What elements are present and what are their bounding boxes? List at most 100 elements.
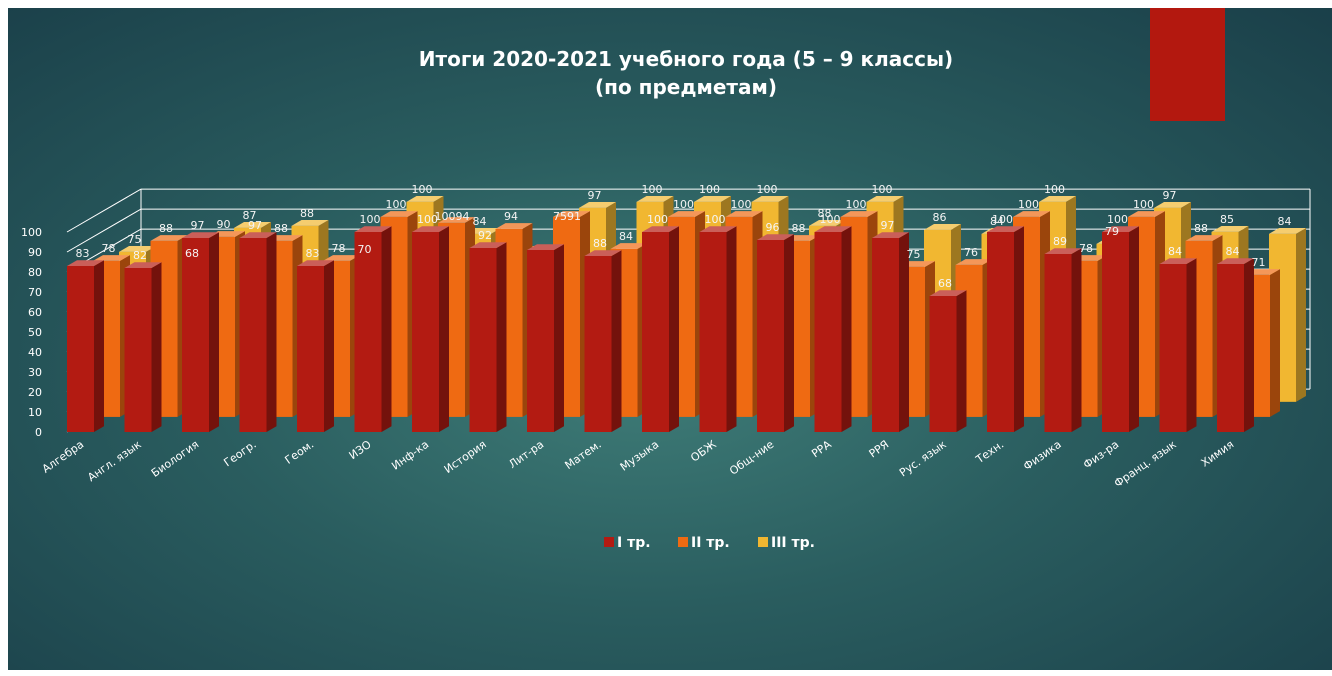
bar-1-3: [182, 232, 219, 432]
value-label: 84: [1168, 245, 1182, 258]
category-label: Физика: [1021, 438, 1064, 473]
category-label: Матем.: [563, 438, 604, 472]
legend-swatch: [604, 537, 614, 547]
value-label: 71: [1252, 256, 1266, 269]
legend: I тр. II тр. III тр.: [604, 535, 815, 551]
y-tick-label: 70: [28, 286, 42, 299]
y-axis-ticks: 0 10 20 30 40 50 60 70 80 90 100: [21, 226, 42, 439]
chart-title-line-1: Итоги 2020-2021 учебного года (5 – 9 кла…: [419, 47, 953, 71]
category-label: Общ-ние: [727, 438, 776, 478]
y-tick-label: 20: [28, 386, 42, 399]
bar-1-21: [1217, 258, 1254, 432]
value-label: 88: [300, 207, 314, 220]
value-label: 82: [133, 249, 147, 262]
value-label: 100: [846, 198, 867, 211]
category-label: Лит-ра: [506, 438, 546, 471]
value-label: 78: [102, 242, 116, 255]
value-label: 100: [705, 213, 726, 226]
bar-1-11: [642, 226, 679, 432]
value-label: 100: [673, 198, 694, 211]
value-label: 7591: [553, 210, 581, 223]
value-label: 100: [1133, 198, 1154, 211]
bar-1-7: [412, 226, 449, 432]
legend-item-3: III тр.: [758, 535, 815, 551]
bar-1-10: [584, 250, 622, 432]
value-label: 86: [933, 211, 947, 224]
value-label: 84: [619, 230, 633, 243]
bar-1-18: [1044, 248, 1082, 432]
value-label: 100: [647, 213, 668, 226]
bar-1-4: [239, 232, 277, 432]
value-label: 79: [1105, 225, 1119, 238]
value-label: 70: [358, 243, 372, 256]
value-label: 100: [642, 183, 663, 196]
value-label: 100: [1107, 213, 1128, 226]
category-label: Геом.: [283, 438, 317, 467]
category-label: Химия: [1199, 438, 1237, 470]
value-label: 94: [504, 210, 518, 223]
value-label: 100: [386, 198, 407, 211]
legend-swatch: [758, 537, 768, 547]
bar-1-1: [67, 260, 104, 432]
value-label: 97: [588, 189, 602, 202]
category-label: История: [442, 438, 489, 476]
value-label: 88: [792, 222, 806, 235]
value-label: 76: [964, 246, 978, 259]
value-label: 100: [992, 213, 1013, 226]
y-tick-label: 60: [28, 306, 42, 319]
value-label: 83: [76, 247, 90, 260]
y-tick-label: 10: [28, 406, 42, 419]
legend-label: II тр.: [691, 535, 730, 551]
y-tick-label: 30: [28, 366, 42, 379]
value-label: 88: [159, 222, 173, 235]
bar-1-17: [987, 226, 1024, 432]
value-label: 85: [1220, 213, 1234, 226]
value-label: 83: [306, 247, 320, 260]
value-label: 75: [128, 233, 142, 246]
value-label: 88: [1194, 222, 1208, 235]
value-label: 84: [1226, 245, 1240, 258]
bar-1-20: [1159, 258, 1197, 432]
legend-label: I тр.: [617, 535, 651, 551]
bar-1-15: [872, 232, 909, 432]
bar-1-2: [124, 262, 162, 432]
value-label: 97: [248, 219, 262, 232]
bar-1-19: [1102, 226, 1139, 432]
value-label: 100: [417, 213, 438, 226]
value-label: 78: [1079, 242, 1093, 255]
value-label: 100: [820, 213, 841, 226]
chart-title-line-2: (по предметам): [595, 75, 777, 99]
category-label: ОБЖ: [688, 438, 719, 465]
legend-item-1: I тр.: [604, 535, 651, 551]
y-tick-label: 40: [28, 346, 42, 359]
value-label: 88: [818, 207, 832, 220]
decorative-red-rect: [1150, 8, 1225, 121]
value-label: 97: [1163, 189, 1177, 202]
category-label: Физ-ра: [1081, 438, 1121, 472]
y-tick-label: 0: [35, 426, 42, 439]
bar-1-16: [929, 290, 967, 432]
category-label: Техн.: [973, 438, 1006, 467]
value-label: 89: [1053, 235, 1067, 248]
value-label: 90: [217, 218, 231, 231]
grid-side-line: [66, 188, 142, 233]
category-label: Музыка: [618, 438, 661, 474]
value-label: 88: [274, 222, 288, 235]
y-tick-label: 50: [28, 326, 42, 339]
value-label: 97: [881, 219, 895, 232]
bar-1-14: [814, 226, 852, 432]
bar-1-6: [354, 226, 392, 432]
value-label: 100: [412, 183, 433, 196]
y-tick-label: 100: [21, 226, 42, 239]
bar-1-13: [757, 234, 794, 432]
grid-side-line: [66, 208, 142, 253]
bars-layer: [67, 196, 1306, 432]
value-label: 92: [478, 229, 492, 242]
category-label: Франц. язык: [1112, 438, 1179, 491]
value-label: 100: [872, 183, 893, 196]
value-label: 87: [243, 209, 257, 222]
value-label: 100: [1044, 183, 1065, 196]
